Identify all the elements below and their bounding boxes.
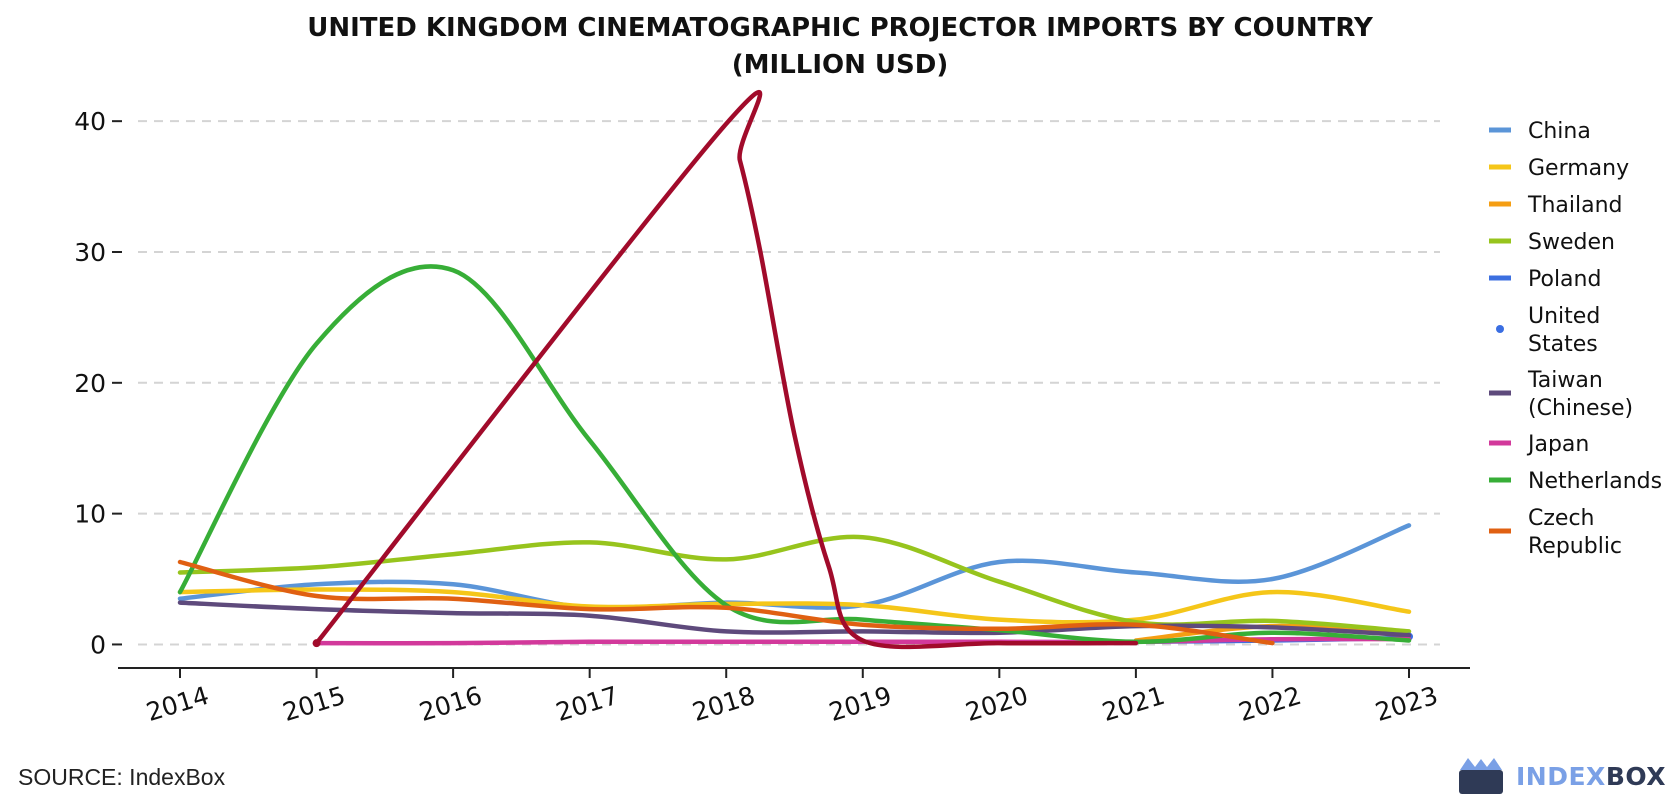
y-tick-label: 30 [74, 238, 106, 267]
series-lines [177, 90, 1413, 650]
legend-label-germany: Germany [1528, 156, 1629, 181]
legend-label-japan: Japan [1526, 432, 1589, 457]
x-tick-label: 2015 [279, 681, 348, 727]
x-tick-label: 2014 [143, 681, 212, 727]
legend-label-thailand: Thailand [1527, 193, 1622, 218]
legend-label-taiwan-chinese: Taiwan [1527, 368, 1603, 393]
y-tick-label: 0 [90, 630, 106, 659]
legend-label-netherlands: Netherlands [1528, 469, 1662, 494]
x-tick-label: 2019 [826, 681, 895, 727]
brand-name-dark: BOX [1605, 761, 1667, 791]
axes: 0 10 20 30 40 2014 2015 2016 2017 2018 2019 2020 202… [74, 107, 1470, 727]
legend: China Germany Thailand Sweden Poland United St… [1489, 119, 1662, 559]
legend-label-taiwan-chinese: (Chinese) [1528, 396, 1633, 421]
series-point-unlabeled-10 [312, 639, 321, 648]
crown-box-icon [1459, 758, 1503, 794]
legend-label-united-states: States [1528, 332, 1598, 357]
legend-label-poland: Poland [1528, 267, 1601, 292]
source-note: SOURCE: IndexBox [18, 764, 226, 790]
indexbox-logo: INDEXBOX [1456, 754, 1666, 798]
legend-label-czech-republic: Czech [1528, 506, 1594, 531]
x-tick-label: 2018 [689, 681, 758, 727]
legend-label-china: China [1528, 119, 1591, 144]
x-tick-label: 2016 [416, 681, 485, 727]
series-line-taiwan-chinese [177, 600, 1412, 638]
series-line-china [177, 523, 1412, 611]
y-tick-label: 40 [74, 107, 106, 136]
series-line-czech-republic [177, 559, 1275, 646]
legend-label-united-states: United [1528, 304, 1600, 329]
series-line-germany [177, 587, 1412, 625]
series-line-unlabeled-10 [314, 90, 1139, 650]
brand-name-light: INDEX [1516, 761, 1606, 791]
y-tick-label: 20 [74, 369, 106, 398]
chart-title-line-1: UNITED KINGDOM CINEMATOGRAPHIC PROJECTOR… [307, 13, 1373, 43]
line-chart: 0 10 20 30 40 2014 2015 2016 2017 2018 2019 2020 202… [74, 90, 1662, 727]
legend-label-czech-republic: Republic [1528, 534, 1622, 559]
brand-name: INDEXBOX [1516, 762, 1666, 791]
x-tick-label: 2022 [1235, 681, 1304, 727]
legend-label-sweden: Sweden [1528, 230, 1615, 255]
series-line-netherlands [177, 264, 1412, 645]
x-tick-label: 2023 [1372, 681, 1441, 727]
x-tick-label: 2017 [553, 681, 622, 727]
chart-title: UNITED KINGDOM CINEMATOGRAPHIC PROJECTOR… [0, 10, 1680, 84]
x-tick-label: 2021 [1099, 681, 1168, 727]
series-line-sweden [177, 534, 1412, 634]
chart-title-line-2: (MILLION USD) [731, 50, 949, 80]
legend-marker-united-states [1496, 325, 1504, 333]
y-tick-label: 10 [74, 500, 106, 529]
x-tick-label: 2020 [962, 681, 1031, 727]
